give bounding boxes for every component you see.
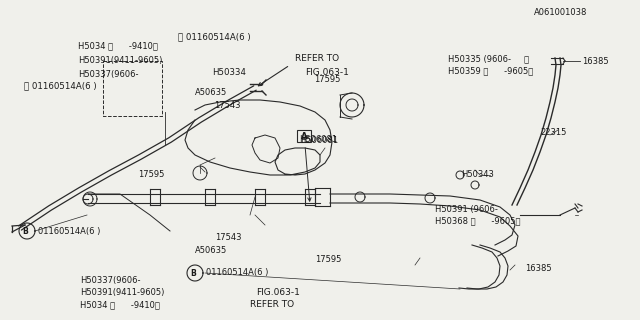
Text: H5034 〈      -9410〉: H5034 〈 -9410〉 [78,42,158,51]
Text: 17595: 17595 [315,255,341,265]
Text: 17543: 17543 [214,101,241,110]
Text: 16385: 16385 [525,264,552,273]
Text: H50334: H50334 [212,68,246,76]
Text: FIG.063-1: FIG.063-1 [256,288,300,297]
Text: 17543: 17543 [215,233,241,242]
Text: 01160514A(6 ): 01160514A(6 ) [206,268,268,277]
Text: 01160514A(6 ): 01160514A(6 ) [38,227,100,236]
Bar [297,130,311,142]
Text: H50335 (9606-     〉: H50335 (9606- 〉 [448,54,529,63]
Text: 22315: 22315 [541,128,567,137]
Text: Ⓑ 01160514A(6 ): Ⓑ 01160514A(6 ) [178,32,250,41]
Text: B: B [22,227,28,236]
Text: FIG.063-1: FIG.063-1 [305,68,349,76]
Text: H5034 〈      -9410〉: H5034 〈 -9410〉 [80,300,160,309]
Text: A061001038: A061001038 [534,8,588,17]
Text: REFER TO: REFER TO [295,53,339,62]
Text: H50359 〈      -9605〉: H50359 〈 -9605〉 [448,66,533,75]
Text: H50391 (9606-: H50391 (9606- [435,205,498,214]
Text: H50391(9411-9605): H50391(9411-9605) [78,55,163,65]
Text: H50337(9606-: H50337(9606- [78,69,138,78]
Text: A: A [301,132,307,141]
Text: H50391(9411-9605): H50391(9411-9605) [80,288,164,297]
Text: H50337(9606-: H50337(9606- [80,276,141,285]
Text: 17595: 17595 [138,170,164,179]
Text: H50343: H50343 [461,170,493,179]
Text: Ⓑ 01160514A(6 ): Ⓑ 01160514A(6 ) [24,81,97,90]
Text: A50635: A50635 [195,245,227,254]
Text: B: B [190,268,196,277]
Text: H506081: H506081 [300,135,338,144]
Text: 17595: 17595 [314,75,340,84]
Text: REFER TO: REFER TO [250,300,294,309]
Text: H506081: H506081 [300,135,338,145]
Text: 16385: 16385 [582,57,609,66]
Bar [103,61,162,116]
Text: A50635: A50635 [195,88,227,97]
Text: H50368 〈      -9605〉: H50368 〈 -9605〉 [435,216,521,225]
